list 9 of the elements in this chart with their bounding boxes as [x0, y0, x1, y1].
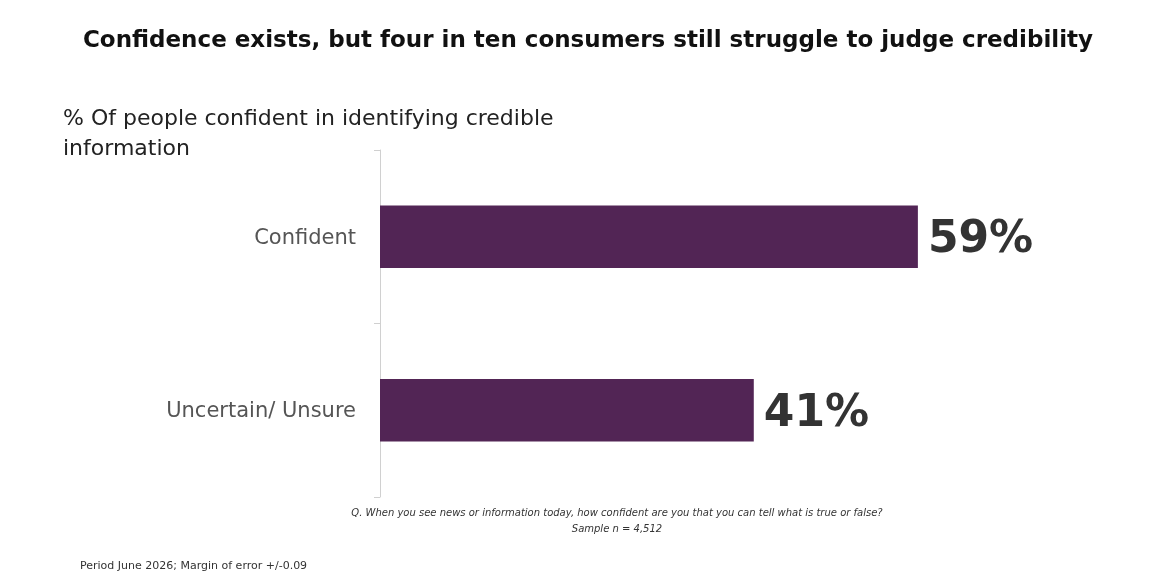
y-axis-title: % Of people confident in identifying credible information	[63, 104, 554, 160]
chart-title: Confidence exists, but four in ten consumers still struggle to judge credibility	[82, 25, 1094, 52]
text: Sample n = 4,512	[571, 522, 663, 534]
data-label: 59%	[927, 211, 1034, 263]
y-tick-label: Confident	[254, 224, 356, 249]
text: Q. When you see news or information today, how confident are you that you can tell what is true or false?	[351, 506, 884, 518]
y-tick-label: Uncertain/ Unsure	[166, 398, 356, 423]
text: Period June 2026; Margin of error +/-0.09	[80, 559, 308, 572]
data-label: 41%	[763, 384, 870, 436]
